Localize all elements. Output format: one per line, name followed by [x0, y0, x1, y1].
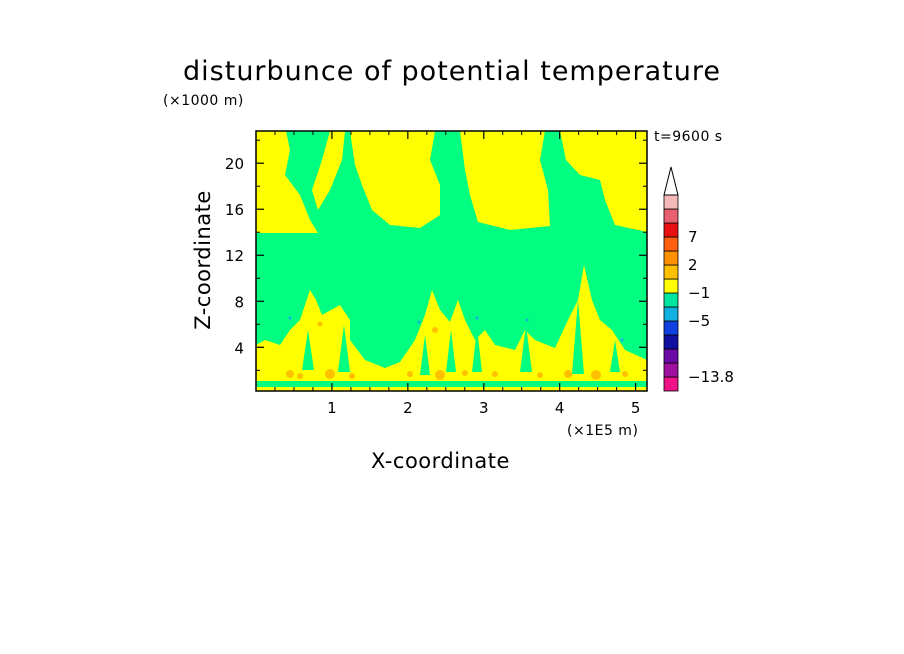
y-tick-label: 8 — [234, 293, 244, 311]
x-tick-label: 1 — [327, 399, 337, 417]
green-streak — [338, 325, 350, 372]
chart-title: disturbunce of potential temperature — [183, 56, 721, 87]
green-streak — [520, 325, 532, 372]
y-tick-label: 12 — [225, 247, 244, 265]
y-tick-label: 20 — [225, 155, 244, 173]
time-label: t=9600 s — [654, 129, 723, 145]
upper-yellow-region — [312, 131, 345, 210]
colorbar-segment — [663, 376, 679, 392]
green-streak — [572, 300, 584, 374]
colorbar-segment — [663, 194, 679, 210]
lower-yellow-region — [256, 265, 647, 391]
x-tick-label: 5 — [631, 399, 641, 417]
colorbar-label: −1 — [688, 284, 710, 302]
bottom-green-band — [256, 381, 647, 387]
colorbar-label: 7 — [688, 228, 698, 246]
colorbar-segment — [663, 264, 679, 280]
y-tick-label: 16 — [225, 201, 244, 219]
green-streak — [472, 328, 482, 372]
plot-frame — [255, 130, 648, 392]
colorbar-segment — [663, 236, 679, 252]
green-streak — [610, 340, 620, 372]
colorbar-label: −5 — [688, 312, 710, 330]
x-axis: 1 2 3 4 5 — [274, 131, 641, 417]
colorbar-segment — [663, 278, 679, 294]
colorbar-max-arrow — [663, 166, 679, 196]
green-streak — [446, 330, 456, 372]
colorbar-segment — [663, 222, 679, 238]
y-tick-label: 4 — [234, 339, 244, 357]
warm-spots — [286, 321, 628, 380]
colorbar-segment — [663, 362, 679, 378]
y-axis-unit: (×1000 m) — [163, 93, 244, 109]
x-tick-label: 2 — [403, 399, 413, 417]
colorbar-segment — [663, 334, 679, 350]
cold-specks — [288, 316, 624, 342]
colorbar-segment — [663, 306, 679, 322]
x-tick-label: 3 — [479, 399, 489, 417]
green-streak — [302, 330, 314, 370]
x-axis-unit: (×1E5 m) — [567, 423, 639, 439]
colorbar-segment — [663, 292, 679, 308]
colorbar-label: 2 — [688, 256, 698, 274]
upper-yellow-region — [330, 131, 647, 232]
colorbar-segment — [663, 348, 679, 364]
colorbar: 7 2 −1 −5 −13.8 — [663, 166, 734, 392]
colorbar-segment — [663, 208, 679, 224]
y-axis: 4 8 12 16 20 — [225, 139, 647, 371]
colorbar-label: −13.8 — [688, 368, 734, 386]
green-streak — [420, 335, 430, 375]
contour-field — [256, 131, 647, 391]
x-axis-label: X-coordinate — [371, 449, 510, 473]
x-tick-label: 4 — [555, 399, 565, 417]
upper-yellow-region — [256, 131, 318, 233]
colorbar-segment — [663, 250, 679, 266]
colorbar-segment — [663, 320, 679, 336]
